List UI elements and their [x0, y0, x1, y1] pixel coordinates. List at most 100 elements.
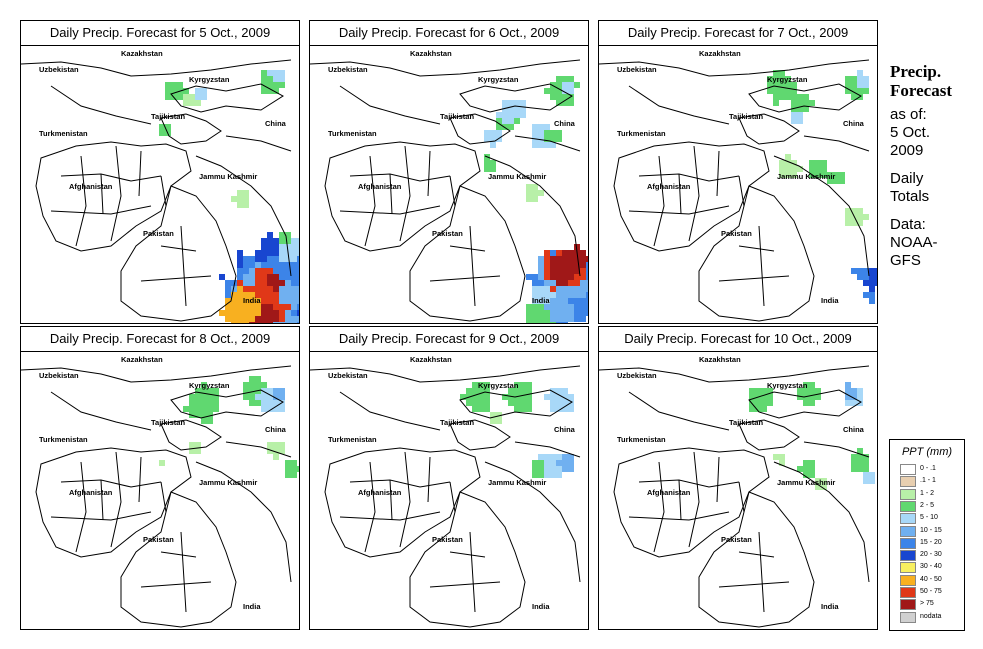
precip-cell	[869, 472, 875, 478]
precip-cell	[568, 256, 574, 262]
precip-cell	[791, 160, 797, 166]
precip-cell	[526, 196, 532, 202]
precip-cell	[833, 172, 839, 178]
legend-entry: 20 - 30	[900, 550, 942, 562]
precip-cell	[556, 310, 562, 316]
precip-cell	[279, 406, 285, 412]
boundary-line	[195, 155, 292, 277]
precip-cell	[857, 268, 863, 274]
precip-cell	[231, 292, 237, 298]
precip-cell	[779, 454, 785, 460]
legend-swatch	[900, 537, 916, 549]
precip-cell	[225, 292, 231, 298]
precip-cell	[261, 304, 267, 310]
boundary-line	[399, 451, 411, 548]
place-label-india: India	[243, 296, 261, 305]
precip-cell	[285, 244, 291, 250]
precip-cell	[243, 190, 249, 196]
place-label-uzbekistan: Uzbekistan	[328, 371, 368, 380]
precip-cell	[267, 262, 273, 268]
precip-cell	[562, 100, 568, 106]
precip-cell	[255, 298, 261, 304]
precip-cell	[273, 280, 279, 286]
precip-cell	[857, 70, 863, 76]
precip-cell	[562, 304, 568, 310]
precip-cell	[490, 130, 496, 136]
precip-cell	[291, 250, 297, 256]
precip-cell	[267, 316, 273, 322]
boundary-line	[195, 461, 292, 583]
precip-cell	[207, 388, 213, 394]
precip-cell	[845, 400, 851, 406]
precip-cell	[514, 118, 520, 124]
precip-cell	[249, 310, 255, 316]
boundary-line	[748, 83, 862, 113]
place-label-uzbekistan: Uzbekistan	[39, 371, 79, 380]
precip-cell	[550, 454, 556, 460]
precip-map: Kazakhstan Uzbekistan Kyrgyzstan Tajikistan…	[310, 46, 588, 323]
boundary-line	[427, 150, 431, 197]
precip-cell	[261, 400, 267, 406]
precip-cell	[291, 238, 297, 244]
country-borders	[21, 59, 292, 322]
precip-cell	[237, 274, 243, 280]
precip-cell	[291, 244, 297, 250]
precip-cell	[261, 256, 267, 262]
precip-cell	[201, 382, 207, 388]
legend-swatch	[900, 599, 916, 611]
precip-cell	[568, 88, 574, 94]
place-label-uzbekistan: Uzbekistan	[39, 65, 79, 74]
precip-map: Kazakhstan Uzbekistan Kyrgyzstan Tajikistan…	[599, 352, 877, 629]
precip-cell	[273, 244, 279, 250]
precip-cell	[297, 274, 299, 280]
precip-cell	[544, 454, 550, 460]
precip-cell	[291, 268, 297, 274]
precip-cell	[863, 214, 869, 220]
precip-cell	[261, 244, 267, 250]
legend-label: 2 - 5	[920, 501, 935, 509]
precip-cell	[869, 298, 875, 304]
precip-cell	[472, 388, 478, 394]
precip-cell	[496, 412, 502, 418]
precip-cell	[273, 298, 279, 304]
precip-cell	[261, 280, 267, 286]
precip-cell	[520, 106, 526, 112]
precip-cell	[201, 88, 207, 94]
boundary-line	[803, 441, 870, 458]
precip-cell	[279, 316, 285, 322]
precip-cell	[785, 82, 791, 88]
forecast-panel-oct-5: Daily Precip. Forecast for 5 Oct., 2009 …	[20, 20, 300, 324]
boundary-line	[50, 391, 152, 431]
place-label-tajikistan: Tajikistan	[440, 418, 474, 427]
precip-cell	[478, 400, 484, 406]
precip-cell	[556, 286, 562, 292]
precip-cell	[556, 406, 562, 412]
precip-cell	[231, 286, 237, 292]
place-label-tajikistan: Tajikistan	[151, 112, 185, 121]
precip-cell	[273, 322, 279, 323]
precip-cell	[556, 400, 562, 406]
boundary-line	[653, 461, 665, 553]
precip-cell	[875, 280, 877, 286]
daily-line-1: Daily	[890, 170, 924, 187]
precip-cell	[279, 442, 285, 448]
precip-cell	[809, 466, 815, 472]
boundary-line	[110, 451, 122, 548]
precip-cell	[749, 388, 755, 394]
boundary-line	[180, 531, 187, 613]
precip-cell	[791, 94, 797, 100]
precip-cell	[550, 400, 556, 406]
precip-cell	[803, 388, 809, 394]
precip-cell	[562, 268, 568, 274]
precip-cell	[490, 136, 496, 142]
panel-title: Daily Precip. Forecast for 10 Oct., 2009	[599, 327, 877, 352]
precip-cell	[785, 172, 791, 178]
daily-line-2: Totals	[890, 188, 930, 205]
precip-cell	[285, 280, 291, 286]
precip-cell	[568, 454, 574, 460]
boundary-line	[21, 365, 292, 383]
precip-cell	[159, 124, 165, 130]
place-label-china: China	[265, 425, 287, 434]
precip-cell	[195, 394, 201, 400]
precip-cell	[821, 478, 827, 484]
